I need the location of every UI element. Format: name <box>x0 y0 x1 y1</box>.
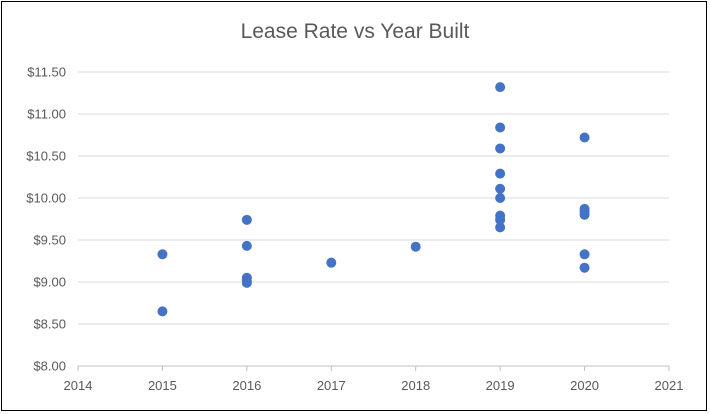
x-tick-label: 2015 <box>148 378 177 393</box>
data-point <box>495 168 506 179</box>
x-tick-label: 2016 <box>232 378 261 393</box>
y-tick-label: $9.00 <box>33 275 66 290</box>
data-point <box>157 306 168 317</box>
y-tick-label: $11.50 <box>27 65 66 80</box>
data-point <box>495 214 506 225</box>
data-point <box>495 143 506 154</box>
y-tick-label: $11.00 <box>27 107 66 122</box>
y-tick-label: $8.00 <box>33 359 66 374</box>
x-tick-label: 2019 <box>486 378 515 393</box>
data-point <box>495 193 506 203</box>
y-tick-label: $8.50 <box>33 317 66 332</box>
data-point <box>495 222 506 233</box>
data-point <box>579 262 590 273</box>
x-tick-label: 2020 <box>570 378 599 393</box>
data-point <box>495 122 506 133</box>
y-tick-label: $10.00 <box>26 191 66 206</box>
data-point <box>495 82 506 93</box>
data-point <box>326 257 337 268</box>
y-tick-label: $9.50 <box>33 233 66 248</box>
data-point <box>410 241 421 252</box>
data-point <box>241 214 252 225</box>
data-point <box>579 209 590 220</box>
data-point <box>241 240 252 251</box>
data-point <box>157 249 168 260</box>
x-tick-label: 2018 <box>401 378 430 393</box>
x-tick-label: 2021 <box>655 378 684 393</box>
x-tick-label: 2017 <box>317 378 346 393</box>
x-tick-label: 2014 <box>64 378 93 393</box>
data-point <box>495 183 506 194</box>
data-point <box>241 277 252 288</box>
y-tick-label: $10.50 <box>26 149 66 164</box>
data-point <box>579 249 590 260</box>
data-point <box>579 132 590 143</box>
chart-title: Lease Rate vs Year Built <box>240 20 470 43</box>
